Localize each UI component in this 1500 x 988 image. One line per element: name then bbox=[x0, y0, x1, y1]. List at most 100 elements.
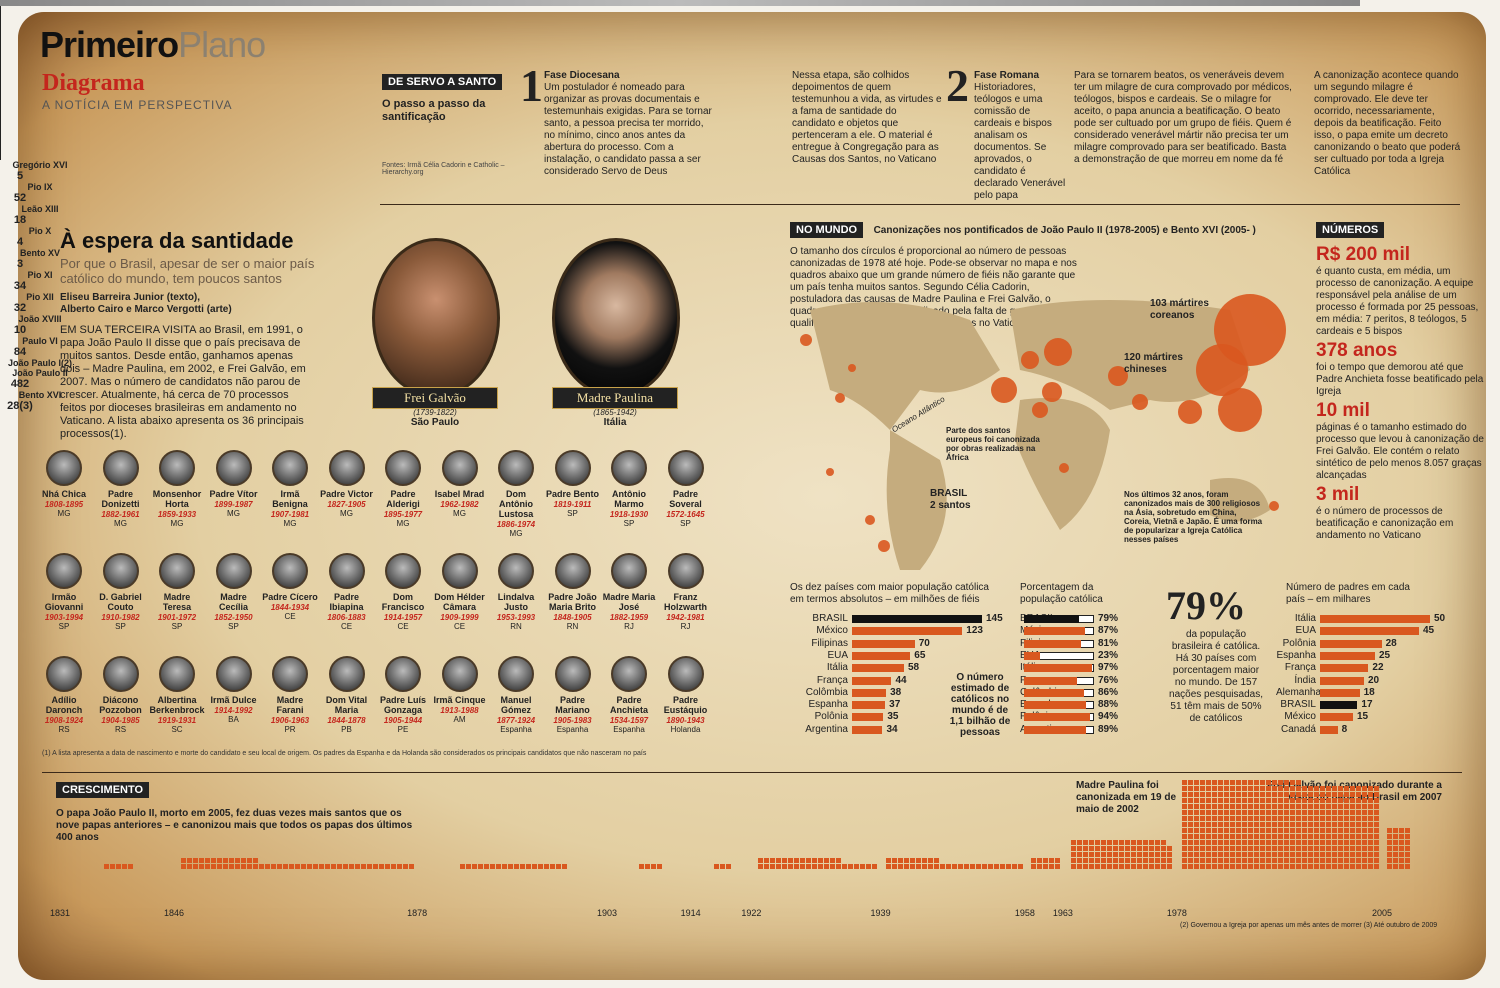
canonization-square bbox=[829, 864, 835, 869]
canonization-square bbox=[1124, 840, 1130, 845]
canonization-square bbox=[793, 858, 799, 863]
bar-value: 70 bbox=[918, 637, 930, 649]
canonization-square bbox=[1230, 816, 1236, 821]
bar-mark bbox=[1024, 615, 1080, 623]
canonization-square bbox=[987, 864, 993, 869]
canonization-square bbox=[799, 858, 805, 863]
candidate-dates: 1908-1924 bbox=[44, 716, 84, 725]
madre-paulina-banner: Madre Paulina bbox=[552, 387, 678, 409]
year-label: 1878 bbox=[407, 908, 428, 918]
canonization-square bbox=[915, 858, 921, 863]
canonization-square bbox=[1236, 786, 1242, 791]
canonization-square bbox=[1332, 864, 1338, 869]
canonization-square bbox=[222, 858, 228, 863]
canonization-square bbox=[1374, 858, 1380, 863]
candidate-card: Dom Vital Maria 1844-1878 PB bbox=[319, 656, 375, 734]
canonization-square bbox=[1260, 780, 1266, 785]
canonization-square bbox=[1356, 822, 1362, 827]
canonization-square bbox=[1387, 828, 1393, 833]
canonization-square bbox=[1296, 852, 1302, 857]
canonization-square bbox=[234, 858, 240, 863]
candidate-name: Padre Cícero bbox=[262, 592, 318, 602]
canonization-square bbox=[817, 858, 823, 863]
canonization-square bbox=[1254, 798, 1260, 803]
canonization-square bbox=[1260, 816, 1266, 821]
canonization-square bbox=[1272, 846, 1278, 851]
canonization-square bbox=[1308, 804, 1314, 809]
canonization-square bbox=[1260, 858, 1266, 863]
canonization-square bbox=[1206, 786, 1212, 791]
label-asia: Nos últimos 32 anos, foram canonizados m… bbox=[1124, 490, 1263, 544]
candidate-photo bbox=[159, 656, 195, 692]
pope-label: Paulo VI bbox=[22, 336, 58, 346]
bar-label: Itália bbox=[826, 662, 848, 674]
canonization-square bbox=[1112, 858, 1118, 863]
canonization-square bbox=[951, 864, 957, 869]
bar-label: Colômbia bbox=[805, 686, 848, 698]
canonization-square bbox=[1278, 780, 1284, 785]
bar-mark bbox=[1320, 664, 1369, 673]
bar-value: 38 bbox=[890, 686, 902, 698]
canonization-square bbox=[781, 864, 787, 869]
canonization-square bbox=[969, 864, 975, 869]
canonization-square bbox=[1230, 852, 1236, 857]
canonization-square bbox=[1266, 798, 1272, 803]
section-title: Diagrama bbox=[42, 70, 145, 96]
label-korea: 103 mártires coreanos bbox=[1150, 298, 1209, 321]
candidate-dates: 1904-1985 bbox=[101, 716, 140, 725]
growth-footnote: (2) Governou a Igreja por apenas um mês … bbox=[1180, 922, 1438, 929]
canonization-square bbox=[1260, 840, 1266, 845]
canonization-square bbox=[1350, 834, 1356, 839]
canonization-square bbox=[1142, 852, 1148, 857]
phase1-title: Fase Diocesana bbox=[544, 70, 620, 81]
canonization-square bbox=[1314, 864, 1320, 869]
canonization-square bbox=[1230, 864, 1236, 869]
canonization-square bbox=[1260, 834, 1266, 839]
canonization-square bbox=[871, 864, 877, 869]
canonization-square bbox=[1332, 798, 1338, 803]
bar-label: Alemanha bbox=[1276, 686, 1322, 698]
canonization-square bbox=[1326, 840, 1332, 845]
canonization-square bbox=[1230, 846, 1236, 851]
canonization-square bbox=[1194, 834, 1200, 839]
canonization-square bbox=[1266, 816, 1272, 821]
canonization-square bbox=[1082, 852, 1088, 857]
canonization-square bbox=[1374, 798, 1380, 803]
canonization-square bbox=[1344, 834, 1350, 839]
candidate-origin: MG bbox=[114, 519, 127, 528]
canonization-square bbox=[1094, 858, 1100, 863]
frei-galvao-banner: Frei Galvão bbox=[372, 387, 498, 409]
canonization-square bbox=[1284, 804, 1290, 809]
canonization-square bbox=[1030, 858, 1036, 863]
candidate-photo bbox=[385, 656, 421, 692]
number-text: é quanto custa, em média, um processo de… bbox=[1316, 266, 1479, 337]
map-circle bbox=[1132, 394, 1148, 410]
canonization-square bbox=[1387, 858, 1393, 863]
canonization-square bbox=[1236, 804, 1242, 809]
candidate-photo bbox=[328, 553, 365, 589]
canonization-square bbox=[204, 864, 210, 869]
bar-value: 37 bbox=[889, 699, 901, 711]
canonization-square bbox=[1236, 846, 1242, 851]
canonization-square bbox=[1248, 780, 1254, 785]
bar-mark bbox=[1024, 651, 1041, 660]
map-circle bbox=[1032, 402, 1048, 418]
canonization-square bbox=[1142, 840, 1148, 845]
canonization-square bbox=[1182, 858, 1188, 863]
candidate-card: Dom Francisco 1914-1957 CE bbox=[375, 553, 431, 631]
canonization-square bbox=[1290, 858, 1296, 863]
canonization-square bbox=[1182, 828, 1188, 833]
canonization-square bbox=[1368, 828, 1374, 833]
canonization-square bbox=[390, 864, 396, 869]
canonization-square bbox=[1248, 852, 1254, 857]
canonization-square bbox=[1224, 846, 1230, 851]
canonization-square bbox=[1236, 792, 1242, 797]
canonization-square bbox=[1272, 834, 1278, 839]
candidate-card: D. Gabriel Couto 1910-1982 SP bbox=[93, 553, 149, 631]
canonization-square bbox=[1284, 846, 1290, 851]
canonization-square bbox=[1236, 810, 1242, 815]
candidate-photo bbox=[102, 450, 139, 486]
canonization-square bbox=[222, 864, 228, 869]
candidate-origin: Holanda bbox=[670, 725, 701, 734]
canonization-square bbox=[1212, 810, 1218, 815]
